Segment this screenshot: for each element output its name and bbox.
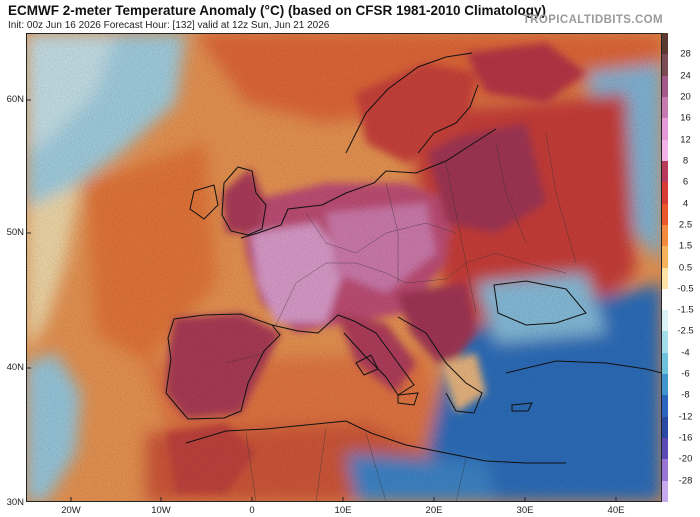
texture-overlay — [26, 33, 662, 502]
north-coast — [240, 128, 497, 239]
italy-coast — [271, 314, 415, 396]
colorbar-label: 28 — [680, 48, 691, 60]
map-title: ECMWF 2-meter Temperature Anomaly (°C) (… — [8, 3, 547, 18]
lon-label-10e: 10E — [334, 505, 352, 516]
lat-label-50n: 50N — [6, 227, 24, 238]
lat-label-60n: 60N — [6, 94, 24, 105]
colorbar-label: 24 — [680, 70, 691, 82]
iberia-coast — [165, 313, 281, 420]
colorbar-swatch — [662, 118, 668, 141]
colorbar-swatch — [662, 96, 668, 119]
colorbar-label: -4 — [681, 347, 690, 359]
lon-label-10w: 10W — [151, 505, 171, 516]
colorbar-label: 16 — [680, 112, 691, 124]
colorbar-swatch — [662, 139, 668, 162]
brand-watermark: TROPICALTIDBITS.COM — [522, 14, 663, 26]
colorbar-swatch — [662, 75, 668, 98]
colorbar-label: 12 — [680, 134, 691, 146]
lon-label-20w: 20W — [61, 505, 81, 516]
black-sea-coast — [493, 280, 587, 326]
colorbar-label: -12 — [678, 411, 693, 423]
country-borders — [225, 132, 577, 502]
lat-label-30n: 30N — [6, 497, 24, 508]
border-line — [385, 182, 399, 283]
colorbar-label: -0.5 — [677, 283, 694, 295]
colorbar-swatch — [662, 33, 668, 55]
colorbar-label: 20 — [680, 91, 691, 103]
map-canvas — [26, 33, 662, 502]
colorbar: 28 24 20 16 12 8 6 4 2.5 1.5 0.5 -0.5 -1.5 -2.5 -4 -6 -8… — [662, 33, 700, 503]
lon-label-0: 0 — [249, 505, 255, 516]
ireland-coast — [189, 184, 219, 220]
norway-coast — [345, 52, 473, 154]
crete-coast — [511, 402, 533, 412]
border-line — [445, 162, 477, 314]
colorbar-swatch — [662, 480, 668, 503]
sardinia-coast — [355, 354, 379, 376]
balkan-coast — [397, 316, 483, 414]
lat-label-40n: 40N — [6, 362, 24, 373]
border-line — [495, 142, 527, 244]
colorbar-swatch — [662, 374, 668, 396]
colorbar-label: -2.5 — [677, 325, 694, 337]
border-line — [245, 427, 467, 502]
colorbar-swatch — [662, 352, 668, 375]
colorbar-swatch — [662, 288, 668, 311]
colorbar-label: 0.5 — [678, 262, 693, 273]
colorbar-label: 4 — [682, 198, 689, 210]
lon-label-40e: 40E — [607, 505, 625, 516]
turkey-south-coast — [505, 360, 662, 374]
colorbar-label: -20 — [678, 453, 693, 465]
colorbar-swatch — [662, 331, 668, 354]
sweden-coast — [417, 84, 479, 154]
colorbar-label: 2.5 — [678, 219, 693, 231]
colorbar-swatch — [662, 310, 668, 332]
colorbar-swatch — [662, 246, 668, 268]
map-subtitle: Init: 00z Jun 16 2026 Forecast Hour: [13… — [8, 20, 330, 31]
colorbar-label: 8 — [682, 155, 689, 167]
border-line — [305, 212, 457, 254]
border-line — [275, 252, 567, 326]
colorbar-swatch — [662, 416, 668, 439]
colorbar-label: 1.5 — [678, 240, 693, 252]
lon-label-20e: 20E — [425, 505, 443, 516]
great-britain-coast — [221, 166, 267, 236]
anomaly-map — [26, 33, 662, 502]
colorbar-label: -1.5 — [677, 304, 694, 316]
colorbar-label: 6 — [682, 176, 689, 188]
colorbar-swatch — [662, 203, 668, 226]
colorbar-swatch — [662, 182, 668, 205]
colorbar-label: -28 — [678, 475, 693, 487]
colorbar-swatch — [662, 459, 668, 482]
border-line — [225, 352, 267, 364]
colorbar-swatch — [662, 224, 668, 247]
colorbar-swatch — [662, 438, 668, 460]
colorbar-swatch — [662, 267, 668, 290]
coastlines — [165, 52, 662, 464]
sicily-coast — [397, 392, 419, 406]
map-frame — [26, 33, 662, 502]
border-line — [545, 132, 577, 264]
north-africa-coast — [185, 420, 566, 464]
colorbar-label: -16 — [678, 432, 693, 444]
colorbar-swatch — [662, 160, 668, 183]
colorbar-swatch — [662, 54, 668, 77]
colorbar-label: -6 — [681, 368, 690, 380]
colorbar-swatch — [662, 395, 668, 418]
colorbar-label: -8 — [681, 389, 690, 401]
lon-label-30e: 30E — [516, 505, 534, 516]
